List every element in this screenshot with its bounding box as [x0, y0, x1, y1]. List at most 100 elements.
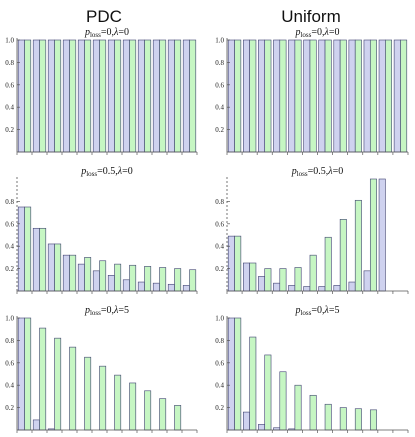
bar-series-2-cat-4 [279, 39, 287, 153]
y-tick-label: 0.8 [5, 198, 14, 206]
bar-series-1-cat-8 [122, 279, 130, 292]
bar-series-1-cat-10 [363, 270, 371, 292]
bar-series-2-cat-2 [249, 262, 257, 292]
bar-series-2-cat-12 [189, 269, 197, 292]
bar-series-1-cat-9 [348, 39, 356, 153]
y-tick-label: 1.0 [5, 315, 14, 323]
bar-series-2-cat-10 [159, 39, 167, 153]
bar-series-1-cat-6 [92, 270, 100, 292]
bar-series-2-cat-3 [264, 268, 272, 292]
panels: ploss=0,λ=0 0.2 0.4 0.6 0.8 1.0 ploss=0,λ=0 0.2… [5, 27, 409, 433]
bar-series-1-cat-2 [242, 411, 250, 431]
y-tick-label: 0.4 [5, 243, 14, 251]
bar-series-1-cat-2 [32, 39, 40, 153]
bar-series-2-cat-6 [309, 254, 317, 292]
bar-series-2-cat-9 [354, 199, 362, 292]
y-tick-label: 0.8 [215, 59, 224, 67]
bar-series-2-cat-8 [339, 219, 347, 292]
bar-series-2-cat-2 [249, 336, 257, 431]
bar-series-1-cat-3 [47, 243, 55, 292]
bar-series-2-cat-5 [294, 267, 302, 292]
bar-series-2-cat-12 [189, 39, 197, 153]
bar-series-1-cat-10 [152, 39, 160, 153]
bar-series-1-cat-5 [77, 39, 85, 153]
bar-series-2-cat-11 [174, 405, 182, 431]
bar-series-1-cat-2 [32, 419, 40, 431]
bar-series-2-cat-11 [174, 268, 182, 292]
bar-series-1-cat-3 [258, 424, 265, 431]
bar-series-2-cat-3 [264, 39, 272, 153]
y-tick-label: 0.6 [5, 359, 14, 367]
bar-series-1-cat-1 [17, 206, 25, 292]
bar-series-2-cat-1 [24, 206, 32, 292]
bar-series-2-cat-3 [54, 243, 62, 292]
bar-series-1-cat-7 [107, 39, 115, 153]
y-tick-label: 0.2 [5, 404, 14, 412]
bar-series-1-cat-11 [167, 39, 175, 153]
y-tick-label: 0.4 [215, 104, 224, 112]
y-tick-label: 1.0 [5, 37, 14, 45]
bar-series-1-cat-12 [182, 285, 190, 292]
bar-series-2-cat-4 [69, 254, 77, 292]
bar-series-2-cat-3 [54, 337, 62, 431]
bar-series-2-cat-3 [54, 39, 62, 153]
bar-series-1-cat-4 [62, 254, 70, 292]
bar-series-2-cat-6 [99, 39, 107, 153]
panel-title: ploss=0.5,λ=0 [80, 166, 133, 178]
bar-series-2-cat-8 [129, 264, 137, 292]
chart-panel-3: ploss=0.5,λ=0 0.2 0.4 0.6 0.8 [5, 166, 198, 294]
bar-series-2-cat-1 [24, 39, 32, 153]
bar-series-2-cat-7 [324, 403, 332, 431]
bar-series-1-cat-11 [167, 283, 175, 292]
y-tick-label: 0.8 [5, 59, 14, 67]
bar-series-2-cat-7 [324, 236, 332, 292]
y-tick-label: 0.2 [215, 265, 224, 273]
y-tick-label: 1.0 [215, 315, 224, 323]
chart-panel-4: ploss=0.5,λ=0 0.2 0.4 0.6 0.8 [215, 166, 409, 294]
bar-series-1-cat-8 [333, 285, 341, 292]
bar-series-1-cat-3 [258, 39, 265, 153]
bar-series-2-cat-3 [264, 354, 272, 431]
bar-series-2-cat-10 [369, 178, 377, 292]
panel-title: ploss=0.5,λ=0 [291, 166, 344, 178]
bar-series-2-cat-12 [400, 39, 408, 153]
y-tick-label: 1.0 [215, 37, 224, 45]
bar-series-1-cat-1 [227, 39, 235, 153]
bar-series-2-cat-5 [84, 39, 92, 153]
column-title-uniform: Uniform [281, 7, 341, 26]
bar-series-2-cat-11 [385, 39, 393, 153]
bar-series-2-cat-4 [279, 268, 287, 292]
bar-series-2-cat-6 [99, 365, 107, 431]
chart-panel-6: ploss=0,λ=5 0.2 0.4 0.6 0.8 1.0 [215, 305, 409, 433]
bar-series-2-cat-7 [114, 374, 122, 431]
bar-series-1-cat-5 [288, 39, 296, 153]
y-tick-label: 0.8 [215, 337, 224, 345]
bar-series-1-cat-6 [92, 39, 100, 153]
bar-series-2-cat-1 [234, 39, 242, 153]
bar-series-1-cat-12 [182, 39, 190, 153]
bar-series-1-cat-11 [378, 178, 386, 292]
y-tick-label: 0.2 [215, 126, 224, 134]
bar-series-1-cat-10 [363, 39, 371, 153]
bar-series-1-cat-4 [273, 39, 281, 153]
bar-series-1-cat-9 [137, 39, 145, 153]
bar-series-2-cat-5 [84, 356, 92, 431]
bar-series-1-cat-9 [137, 281, 145, 292]
bar-series-2-cat-5 [294, 39, 302, 153]
y-tick-label: 0.4 [5, 104, 14, 112]
bar-series-2-cat-4 [69, 39, 77, 153]
bar-series-1-cat-1 [17, 317, 25, 431]
y-tick-label: 0.6 [215, 359, 224, 367]
y-tick-label: 0.2 [5, 126, 14, 134]
bar-series-2-cat-10 [369, 409, 377, 431]
bar-series-1-cat-5 [77, 263, 85, 292]
bar-series-1-cat-5 [288, 285, 296, 292]
bar-series-1-cat-6 [303, 39, 311, 153]
bar-series-2-cat-10 [159, 267, 167, 292]
bar-series-1-cat-12 [393, 39, 401, 153]
bar-series-2-cat-4 [279, 371, 287, 431]
bar-series-2-cat-4 [69, 346, 77, 431]
bar-series-1-cat-2 [32, 227, 40, 292]
bar-series-1-cat-3 [258, 276, 265, 292]
